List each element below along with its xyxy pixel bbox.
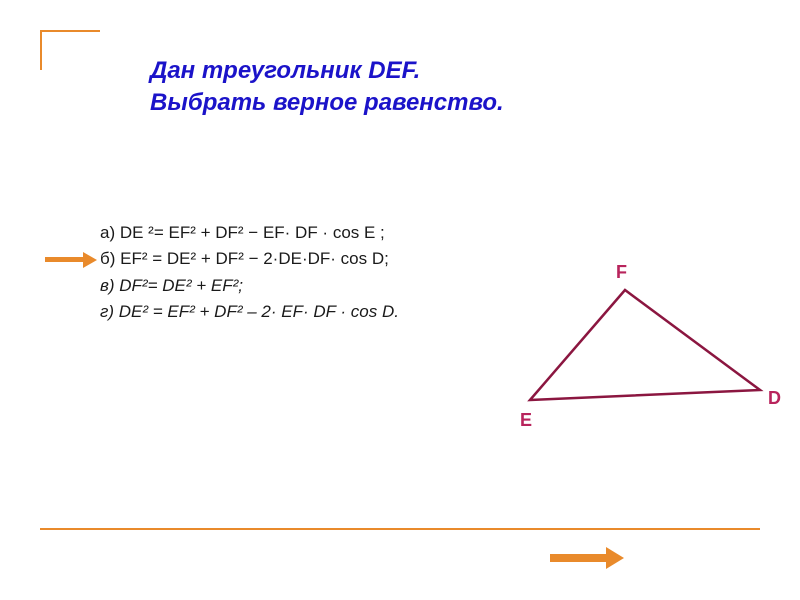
slide-title: Дан треугольник DEF. Выбрать верное раве… xyxy=(150,55,504,120)
title-line-1: Дан треугольник DEF. xyxy=(150,55,504,87)
vertex-label-e: E xyxy=(520,410,532,431)
triangle-diagram: E F D xyxy=(520,270,780,450)
vertex-label-f: F xyxy=(616,262,627,283)
option-a: а) DE ²= EF² + DF² − EF· DF · cos E ; xyxy=(100,220,399,246)
corner-bracket xyxy=(40,30,100,70)
options-list: а) DE ²= EF² + DF² − EF· DF · cos E ; б)… xyxy=(100,220,399,325)
option-v: в) DF²= DE² + EF²; xyxy=(100,273,399,299)
option-g: г) DE² = EF² + DF² – 2· EF· DF · cos D. xyxy=(100,299,399,325)
footer-rule xyxy=(40,528,760,530)
option-b: б) EF² = DE² + DF² − 2·DE·DF· cos D; xyxy=(100,246,399,272)
answer-arrow-icon xyxy=(45,253,100,267)
next-arrow-icon[interactable] xyxy=(550,548,630,570)
triangle-svg xyxy=(520,270,780,430)
triangle-shape xyxy=(530,290,760,400)
vertex-label-d: D xyxy=(768,388,781,409)
title-line-2: Выбрать верное равенство. xyxy=(150,87,504,119)
